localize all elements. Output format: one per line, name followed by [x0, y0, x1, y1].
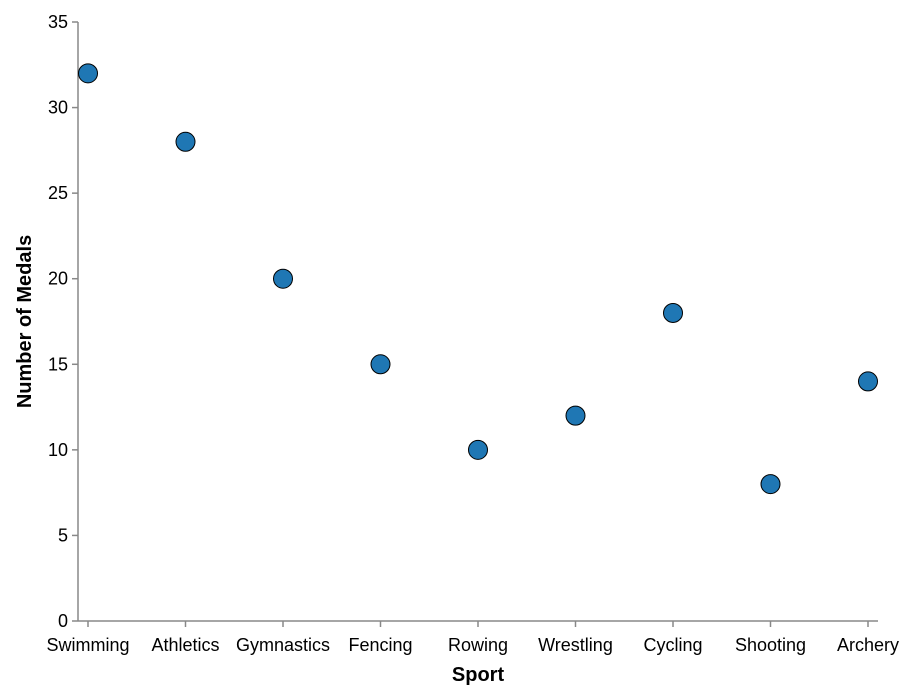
y-tick-label: 10	[48, 440, 68, 460]
y-tick-label: 35	[48, 12, 68, 32]
y-tick-label: 25	[48, 183, 68, 203]
x-tick-label: Swimming	[46, 635, 129, 655]
y-axis-title: Number of Medals	[14, 235, 36, 408]
data-point	[760, 474, 781, 495]
y-tick-label: 0	[58, 611, 68, 631]
data-point	[663, 302, 683, 323]
data-point	[273, 268, 293, 289]
data-point	[565, 405, 586, 426]
y-tick-label: 30	[48, 98, 68, 118]
x-tick-label: Gymnastics	[236, 635, 330, 655]
data-point	[858, 371, 878, 392]
x-tick-label: Rowing	[448, 635, 508, 655]
x-tick-label: Wrestling	[538, 635, 613, 655]
y-axis: 0 5 10 15 20 25 30 35	[48, 12, 79, 631]
x-tick-label: Athletics	[151, 635, 219, 655]
data-points	[78, 63, 878, 495]
x-tick-label: Shooting	[735, 635, 806, 655]
y-tick-label: 20	[48, 269, 68, 289]
y-tick-label: 15	[48, 354, 68, 374]
y-tick-label: 5	[58, 525, 68, 545]
data-point	[78, 63, 98, 84]
x-axis-title: Sport	[452, 664, 505, 686]
data-point	[468, 439, 488, 460]
data-point	[175, 131, 196, 152]
x-tick-label: Cycling	[643, 635, 702, 655]
x-axis: Swimming Athletics Gymnastics Fencing Rowing…	[46, 620, 899, 655]
x-tick-label: Fencing	[348, 635, 412, 655]
data-point	[370, 354, 391, 375]
x-tick-label: Archery	[837, 635, 899, 655]
